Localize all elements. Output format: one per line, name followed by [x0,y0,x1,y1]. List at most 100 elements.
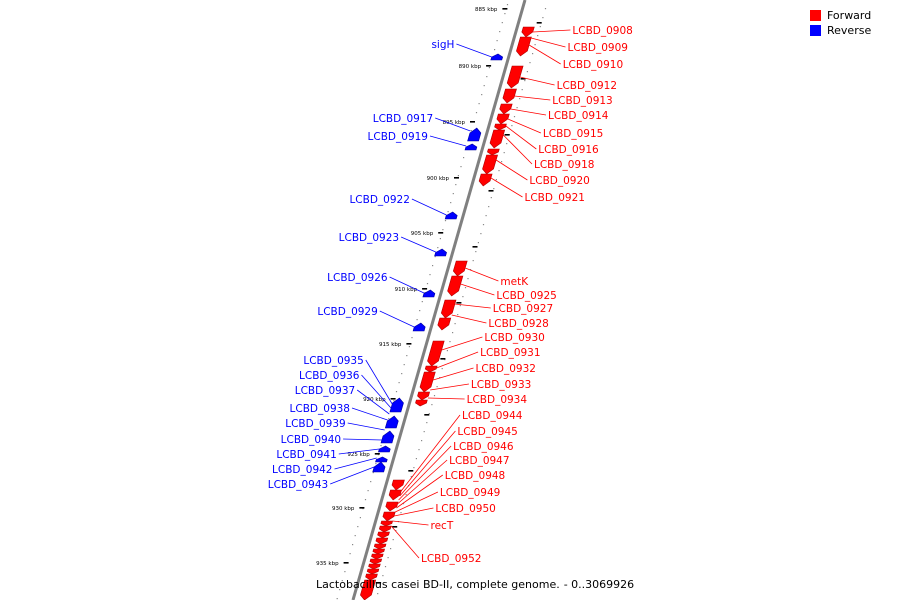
forward-label-connector [503,134,533,165]
forward-gene-arrow [521,26,535,38]
track-dot [379,584,381,586]
track-dot [511,125,513,127]
forward-gene-arrow [437,317,452,331]
reverse-label-connector [400,236,436,253]
kbp-tick-label: 935 kbp [316,561,339,567]
track-dot [439,238,441,240]
track-dot [494,49,496,51]
reverse-gene-label: LCBD_0942 [272,464,332,476]
track-dot [529,62,531,64]
track-dot [446,350,448,352]
forward-gene-label: LCBD_0914 [548,110,609,122]
caption-range: - 0..3069926 [563,578,635,591]
track-dot [429,274,431,276]
track-dot [393,400,395,402]
reverse-label-connector [365,359,393,405]
forward-gene-arrow [482,154,499,175]
track-dot [444,220,447,222]
forward-gene-arrow [371,553,384,560]
track-dot [486,76,488,78]
reverse-label-connector [435,117,471,132]
major-tick [502,8,508,10]
forward-gene-label: LCBD_0921 [525,192,585,204]
track-dot [384,566,387,568]
track-dot [410,476,412,478]
track-dot [450,202,452,204]
forward-gene-arrow [502,88,517,104]
forward-gene-label: LCBD_0908 [572,25,632,37]
track-dot [478,103,480,105]
forward-gene-arrow [487,148,500,156]
track-dot [542,17,544,19]
track-dot [470,269,472,271]
track-dot [524,80,526,82]
kbp-tick-label: 905 kbp [411,231,434,237]
kbp-tick-label: 915 kbp [379,342,402,348]
track-dot [519,98,521,100]
track-dot [349,553,351,555]
track-dot [408,346,410,348]
forward-gene-arrow [366,568,380,575]
forward-label-connector [441,336,483,351]
forward-gene-label: LCBD_0915 [543,128,603,140]
legend-forward-swatch [810,10,821,21]
track-dot [411,337,413,339]
track-dot [452,193,454,195]
forward-gene-arrow [372,548,385,555]
forward-gene-arrow [478,173,493,187]
track-dot [406,355,408,357]
track-dot [447,211,449,213]
forward-label-connector [454,303,491,309]
reverse-gene-track [372,53,504,473]
reverse-gene-arrow [490,53,504,61]
reverse-label-connector [347,422,385,431]
reverse-gene-label: LCBD_0939 [285,418,345,430]
reverse-label-connector [429,135,467,147]
reverse-gene-arrow [467,127,482,142]
track-dot [532,53,534,55]
track-dot [480,233,482,235]
track-dot [457,175,459,177]
reverse-label-connector [338,448,380,455]
kbp-tick-label: 925 kbp [347,452,370,458]
major-tick [470,121,475,123]
track-dot [488,206,490,208]
reverse-label-connector [411,198,447,216]
track-dot [426,283,429,285]
track-dot [382,575,384,577]
forward-gene-label: LCBD_0925 [496,290,556,302]
genome-axis-line [351,0,527,600]
track-dot [418,449,420,451]
forward-label-connector [430,383,469,391]
major-tick [390,398,396,400]
reverse-gene-label: LCBD_0941 [276,449,336,461]
track-dot [354,535,356,537]
track-dot [423,431,425,433]
kbp-tick-label: 910 kbp [395,287,418,293]
major-tick [406,343,412,345]
forward-label-connector [432,367,474,381]
major-tick [359,507,365,509]
forward-gene-arrow [360,579,377,600]
kbp-ticks: 885 kbp 890 kbp 895 kbp 900 kbp 905 kbp 910 k… [316,7,542,584]
reverse-gene-arrow [372,461,386,473]
kbp-tick-label: 890 kbp [459,64,482,70]
track-dots [336,4,547,600]
track-dot [398,382,400,384]
reverse-gene-label: LCBD_0926 [327,272,388,284]
reverse-gene-arrow [384,415,399,429]
reverse-label-connector [334,457,377,470]
forward-gene-label: LCBD_0945 [457,426,517,438]
minor-tick [440,358,446,360]
track-dot [454,323,456,325]
reverse-gene-label: LCBD_0936 [299,370,360,382]
reverse-gene-arrow [380,430,395,444]
track-dot [460,166,462,168]
forward-gene-arrow [417,391,430,401]
forward-gene-arrow [489,129,506,149]
track-dot [506,143,508,145]
track-dot [370,481,372,483]
forward-gene-track [360,26,535,600]
forward-label-connector [397,459,448,505]
track-dot [498,170,500,172]
